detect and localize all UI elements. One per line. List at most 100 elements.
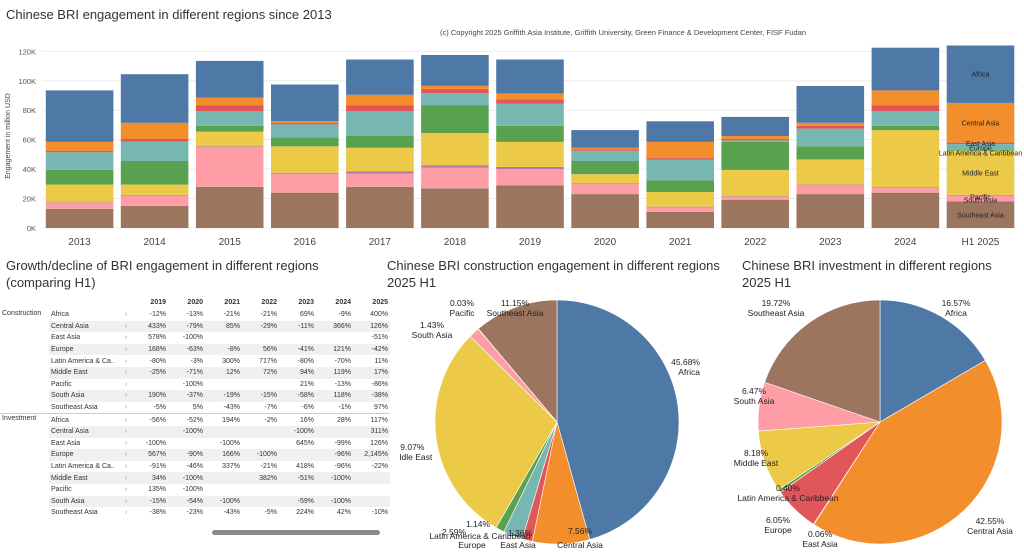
bar-segment[interactable] (796, 122, 865, 126)
bar-segment[interactable] (120, 205, 189, 228)
bar-segment[interactable] (496, 59, 564, 94)
bar-segment[interactable] (871, 187, 940, 189)
bar-segment[interactable] (496, 141, 564, 167)
bar-segment[interactable] (45, 203, 114, 209)
bar-segment[interactable] (195, 105, 264, 111)
bar-segment[interactable] (721, 197, 789, 200)
bar-segment[interactable] (721, 169, 789, 197)
bar-segment[interactable] (571, 174, 639, 184)
bar-segment[interactable] (571, 150, 639, 161)
bar-segment[interactable] (496, 125, 564, 142)
bar-segment[interactable] (346, 59, 414, 95)
bar-segment[interactable] (946, 102, 1015, 143)
bar-segment[interactable] (120, 194, 189, 196)
bar-segment[interactable] (496, 103, 564, 126)
bar-segment[interactable] (271, 137, 339, 147)
bar-segment[interactable] (571, 149, 639, 151)
bar-segment[interactable] (195, 125, 264, 132)
bar-segment[interactable] (45, 90, 114, 142)
bar-segment[interactable] (646, 211, 714, 228)
bar-segment[interactable] (421, 167, 489, 189)
bar-segment[interactable] (195, 111, 264, 126)
bar-segment[interactable] (646, 180, 714, 192)
bar-segment[interactable] (871, 105, 940, 111)
bar-segment[interactable] (946, 150, 1015, 195)
bar-segment[interactable] (571, 194, 639, 228)
bar-segment[interactable] (271, 173, 339, 193)
bar-segment[interactable] (796, 146, 865, 160)
bar-segment[interactable] (346, 147, 414, 172)
table-horizontal-scrollbar[interactable] (212, 530, 380, 535)
bar-segment[interactable] (346, 111, 414, 136)
bar-segment[interactable] (45, 169, 114, 185)
bar-segment[interactable] (271, 192, 339, 228)
bar-segment[interactable] (421, 93, 489, 106)
bar-segment[interactable] (721, 138, 789, 141)
bar-segment[interactable] (120, 195, 189, 206)
bar-segment[interactable] (120, 138, 189, 142)
bar-segment[interactable] (271, 121, 339, 123)
pie-slice[interactable] (764, 299, 881, 423)
bar-segment[interactable] (646, 141, 714, 159)
bar-segment[interactable] (646, 207, 714, 212)
bar-segment[interactable] (496, 185, 564, 228)
bar-segment[interactable] (271, 124, 339, 138)
bar-segment[interactable] (946, 194, 1015, 196)
bar-segment[interactable] (120, 161, 189, 185)
bar-segment[interactable] (45, 141, 114, 151)
bar-segment[interactable] (721, 136, 789, 139)
bar-segment[interactable] (421, 88, 489, 94)
bar-segment[interactable] (871, 125, 940, 131)
pie-slice[interactable] (879, 299, 986, 423)
bar-segment[interactable] (271, 146, 339, 173)
bar-segment[interactable] (796, 159, 865, 185)
bar-segment[interactable] (421, 55, 489, 86)
bar-segment[interactable] (646, 191, 714, 207)
bar-segment[interactable] (571, 161, 639, 175)
pie-slice[interactable] (477, 299, 558, 423)
bar-segment[interactable] (45, 184, 114, 203)
bar-segment[interactable] (796, 128, 865, 147)
bar-segment[interactable] (496, 169, 564, 186)
pie-slice[interactable] (813, 359, 1003, 545)
bar-segment[interactable] (120, 184, 189, 195)
bar-segment[interactable] (195, 60, 264, 98)
bar-segment[interactable] (871, 192, 940, 228)
bar-segment[interactable] (571, 130, 639, 148)
bar-segment[interactable] (45, 202, 114, 203)
bar-segment[interactable] (45, 208, 114, 228)
bar-segment[interactable] (421, 188, 489, 228)
bar-segment[interactable] (946, 201, 1015, 229)
bar-segment[interactable] (346, 173, 414, 187)
bar-segment[interactable] (721, 200, 789, 228)
bar-segment[interactable] (45, 152, 114, 170)
bar-segment[interactable] (796, 184, 865, 186)
bar-segment[interactable] (421, 165, 489, 168)
bar-segment[interactable] (496, 99, 564, 104)
bar-segment[interactable] (346, 105, 414, 111)
bar-segment[interactable] (195, 147, 264, 187)
bar-segment[interactable] (721, 196, 789, 198)
bar-segment[interactable] (421, 133, 489, 166)
bar-segment[interactable] (796, 185, 865, 195)
bar-segment[interactable] (421, 105, 489, 134)
bar-segment[interactable] (195, 186, 264, 228)
bar-segment[interactable] (195, 146, 264, 147)
bar-segment[interactable] (496, 93, 564, 100)
bar-segment[interactable] (346, 186, 414, 228)
bar-segment[interactable] (271, 84, 339, 122)
bar-segment[interactable] (946, 150, 1015, 151)
bar-segment[interactable] (45, 150, 114, 153)
bar-segment[interactable] (646, 206, 714, 208)
bar-segment[interactable] (946, 195, 1015, 202)
bar-segment[interactable] (721, 140, 789, 142)
bar-segment[interactable] (646, 158, 714, 160)
bar-segment[interactable] (946, 45, 1015, 103)
bar-segment[interactable] (721, 116, 789, 136)
bar-segment[interactable] (796, 125, 865, 129)
pie-slice[interactable] (556, 299, 680, 540)
bar-segment[interactable] (871, 47, 940, 91)
bar-segment[interactable] (571, 147, 639, 150)
bar-segment[interactable] (346, 171, 414, 174)
bar-segment[interactable] (346, 94, 414, 106)
